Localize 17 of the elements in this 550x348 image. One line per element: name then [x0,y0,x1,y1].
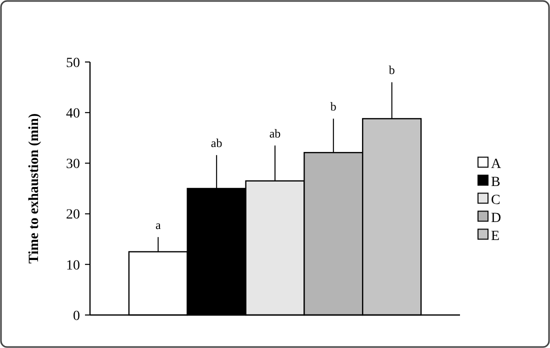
y-axis-title: Time to exhaustion (min) [27,113,42,264]
annotation: b [330,100,336,114]
y-tick-label: 40 [66,106,80,122]
y-tick-label: 30 [66,157,80,172]
legend-label: A [491,157,502,172]
annotation: b [388,63,395,78]
y-tick-label: 20 [66,208,80,223]
legend-label: E [491,229,500,244]
y-tick-label: 50 [66,56,80,71]
annotation: a [155,218,162,232]
y-tick-label: 10 [66,258,80,274]
annotation: ab [269,126,281,140]
legend-label: D [491,211,502,226]
annotation: ab [210,136,222,150]
legend-label: B [491,175,500,190]
legend-label: C [491,193,500,208]
y-tick-label: 0 [73,308,80,324]
